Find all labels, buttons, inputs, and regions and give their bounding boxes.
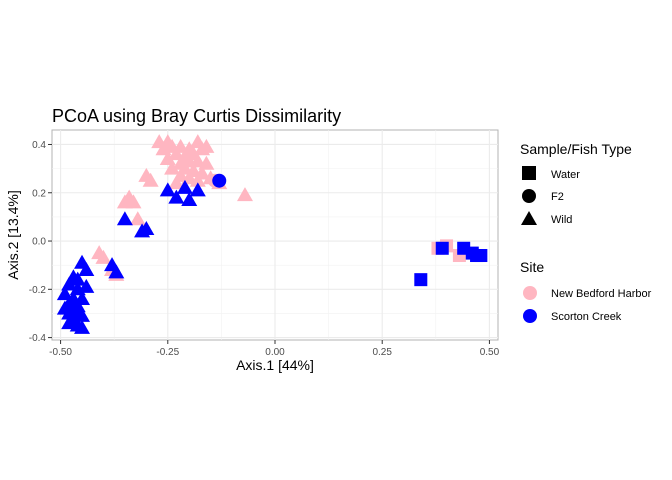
y-tick-label: 0.4 [32, 140, 46, 151]
x-tick-label: 0.00 [265, 347, 285, 358]
data-point-triangle [176, 179, 193, 194]
data-point-square [414, 273, 428, 287]
data-point-triangle [181, 192, 198, 206]
data-point-triangle [95, 249, 112, 264]
grid-lines [52, 130, 498, 340]
y-axis-label: Axis.2 [13.4%] [5, 190, 21, 280]
data-point-triangle [168, 175, 185, 190]
legend-swatch-scorton [523, 309, 537, 323]
y-tick-label: -0.2 [29, 285, 47, 296]
data-point-triangle [108, 264, 125, 279]
legend-item-new-bedford-harbor: New Bedford Harbor [551, 288, 652, 300]
data-point-triangle [189, 182, 206, 197]
legend-item-f2: F2 [551, 191, 564, 203]
data-point-triangle [236, 187, 253, 202]
y-tick-label: -0.4 [29, 333, 47, 344]
legend-title-site: Site [520, 259, 544, 275]
legend-title-shape: Sample/Fish Type [520, 141, 632, 157]
data-point-triangle [78, 278, 95, 293]
x-tick-label: -0.25 [156, 347, 179, 358]
x-tick-label: 0.50 [480, 347, 500, 358]
data-point-triangle [189, 172, 206, 187]
square-icon [522, 166, 536, 180]
data-point-triangle [164, 160, 181, 175]
y-axis-ticks: -0.4 -0.2 0.0 0.2 0.4 [29, 140, 52, 344]
x-axis-label: Axis.1 [44%] [236, 357, 314, 373]
data-point-triangle [116, 194, 133, 209]
x-tick-label: 0.25 [372, 347, 392, 358]
y-tick-label: 0.0 [32, 237, 46, 248]
triangle-icon [521, 211, 537, 225]
chart-title: PCoA using Bray Curtis Dissimilarity [52, 106, 341, 126]
legend-sample-fish-type: Sample/Fish Type Water F2 Wild [520, 141, 632, 226]
data-point-circle [212, 173, 227, 188]
data-point-triangle [198, 138, 215, 153]
data-point-square [435, 241, 449, 255]
data-point-triangle [159, 182, 176, 197]
data-point-triangle [168, 189, 185, 204]
data-point-triangle [69, 271, 86, 286]
data-point-triangle [138, 220, 155, 235]
data-points [56, 134, 488, 334]
legend-item-scorton-creek: Scorton Creek [551, 311, 622, 323]
y-tick-label: 0.2 [32, 188, 46, 199]
data-point-triangle [74, 319, 91, 334]
plot-panel [51, 129, 499, 341]
data-point-triangle [142, 172, 159, 187]
circle-icon [522, 189, 536, 203]
data-point-triangle [78, 262, 95, 276]
data-point-triangle [129, 211, 146, 226]
x-axis-ticks: -0.50 -0.25 0.00 0.25 0.50 [49, 340, 500, 358]
data-point-square [474, 249, 488, 263]
legend-swatch-new-bedford [523, 286, 537, 300]
legend-site: Site New Bedford Harbor Scorton Creek [520, 259, 652, 323]
data-point-triangle [116, 211, 133, 226]
legend-item-wild: Wild [551, 214, 572, 226]
legend-item-water: Water [551, 169, 580, 181]
x-tick-label: -0.50 [49, 347, 72, 358]
